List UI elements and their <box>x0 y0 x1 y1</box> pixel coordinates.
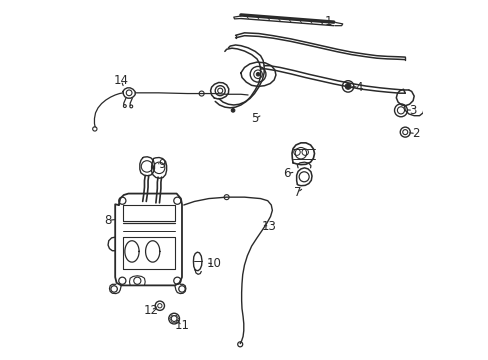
Text: 6: 6 <box>283 167 290 180</box>
Text: 11: 11 <box>174 319 189 332</box>
Text: 5: 5 <box>251 112 258 125</box>
Text: 14: 14 <box>114 74 128 87</box>
Text: 4: 4 <box>354 81 362 94</box>
Text: 1: 1 <box>324 14 331 27</box>
Text: 3: 3 <box>408 104 416 117</box>
Circle shape <box>345 84 350 89</box>
Text: 12: 12 <box>143 304 158 317</box>
Circle shape <box>256 72 259 76</box>
Circle shape <box>231 109 234 112</box>
Text: 13: 13 <box>262 220 276 233</box>
Text: 8: 8 <box>104 214 111 227</box>
Text: 7: 7 <box>293 186 301 199</box>
Text: 9: 9 <box>158 158 165 171</box>
Text: 10: 10 <box>206 257 221 270</box>
Text: 2: 2 <box>411 127 419 140</box>
